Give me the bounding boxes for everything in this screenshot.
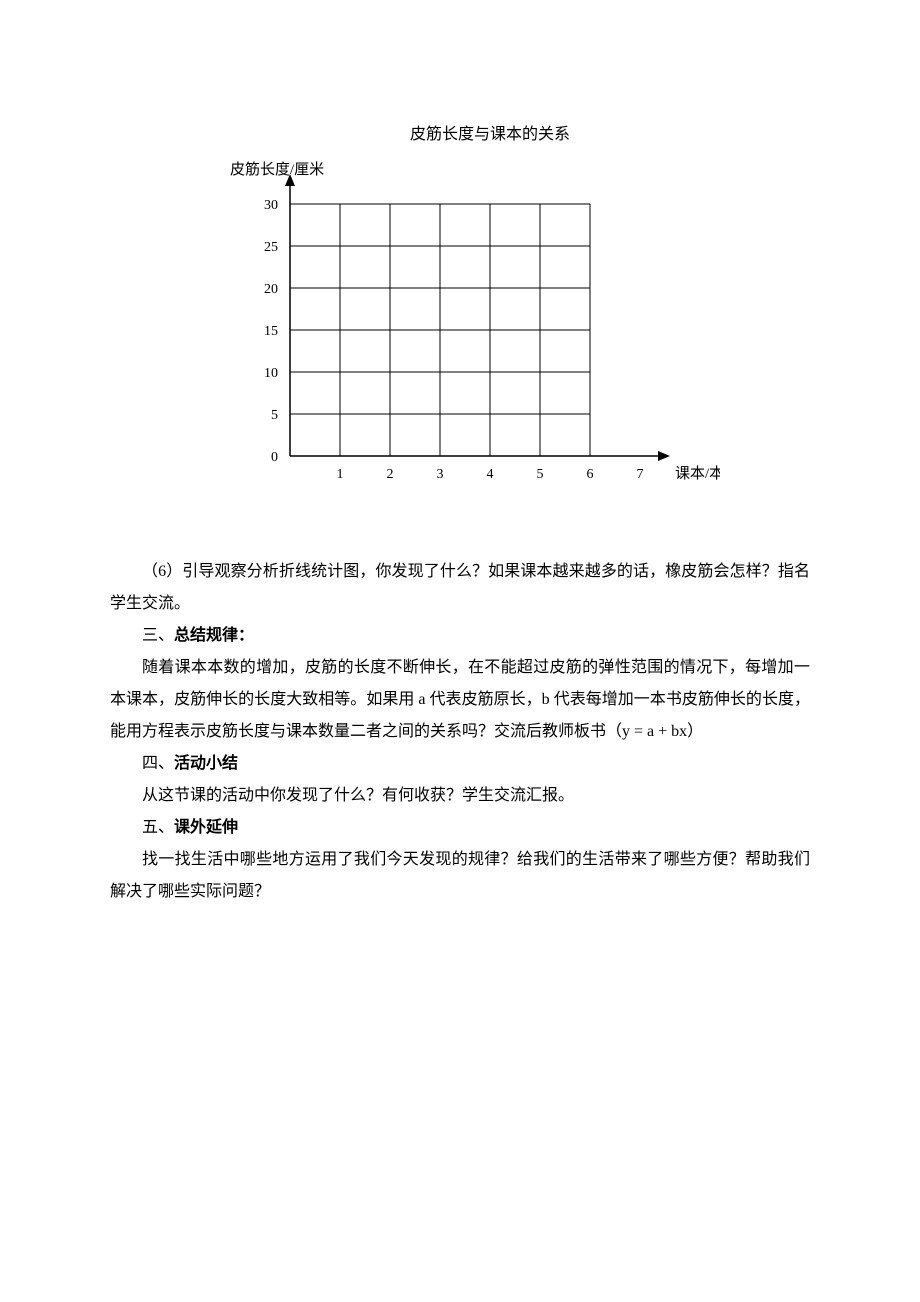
paragraph-summary: 随着课本本数的增加，皮筋的长度不断伸长，在不能超过皮筋的弹性范围的情况下，每增加… <box>110 652 810 748</box>
chart-title: 皮筋长度与课本的关系 <box>170 120 810 144</box>
svg-text:15: 15 <box>264 324 278 339</box>
section-3-heading: 三、总结规律： <box>110 620 810 652</box>
svg-text:30: 30 <box>264 198 278 213</box>
section-4-title: 活动小结 <box>174 755 238 772</box>
body-text: （6）引导观察分析折线统计图，你发现了什么？如果课本越来越多的话，橡皮筋会怎样？… <box>110 556 810 908</box>
svg-text:1: 1 <box>337 467 344 482</box>
svg-text:2: 2 <box>387 467 394 482</box>
chart-container: 皮筋长度/厘米 0 5 10 15 20 25 30 1 2 3 4 5 6 7 课本/本 <box>110 156 810 506</box>
section-5-title: 课外延伸 <box>174 819 238 836</box>
svg-text:6: 6 <box>587 467 594 482</box>
svg-text:皮筋长度/厘米: 皮筋长度/厘米 <box>230 161 324 178</box>
svg-text:0: 0 <box>271 450 278 465</box>
svg-text:4: 4 <box>487 467 494 482</box>
paragraph-activity: 从这节课的活动中你发现了什么？有何收获？学生交流汇报。 <box>110 780 810 812</box>
svg-text:20: 20 <box>264 282 278 297</box>
section-5-prefix: 五、 <box>142 819 174 836</box>
svg-text:5: 5 <box>537 467 544 482</box>
section-3-title: 总结规律： <box>174 627 254 644</box>
paragraph-6: （6）引导观察分析折线统计图，你发现了什么？如果课本越来越多的话，橡皮筋会怎样？… <box>110 556 810 620</box>
paragraph-extension: 找一找生活中哪些地方运用了我们今天发现的规律？给我们的生活带来了哪些方便？帮助我… <box>110 844 810 908</box>
section-4-prefix: 四、 <box>142 755 174 772</box>
svg-text:3: 3 <box>437 467 444 482</box>
section-4-heading: 四、活动小结 <box>110 748 810 780</box>
section-3-prefix: 三、 <box>142 627 174 644</box>
svg-text:课本/本: 课本/本 <box>675 465 720 482</box>
document-page: 皮筋长度与课本的关系 皮筋长度/厘米 0 5 10 15 20 25 30 1 2 3 4 5 6 7 课本/… <box>0 0 920 1302</box>
svg-text:10: 10 <box>264 366 278 381</box>
section-5-heading: 五、课外延伸 <box>110 812 810 844</box>
svg-text:5: 5 <box>271 408 278 423</box>
chart-grid: 皮筋长度/厘米 0 5 10 15 20 25 30 1 2 3 4 5 6 7 课本/本 <box>200 156 720 506</box>
svg-text:7: 7 <box>637 467 644 482</box>
svg-text:25: 25 <box>264 240 278 255</box>
